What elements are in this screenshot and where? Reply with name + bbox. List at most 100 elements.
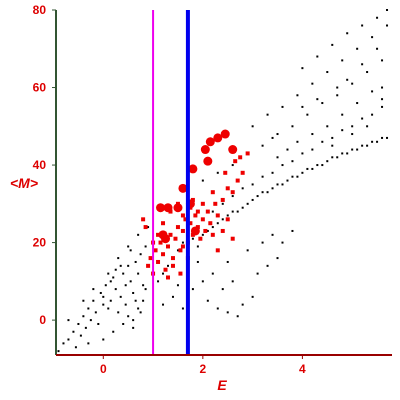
data-point-black — [256, 272, 259, 275]
data-point-black — [326, 125, 329, 128]
data-point-black — [276, 156, 279, 159]
data-point-red — [230, 190, 235, 195]
data-point-black — [124, 284, 127, 287]
data-point-red — [220, 228, 225, 233]
data-point-black — [281, 241, 284, 244]
data-point-red — [223, 170, 228, 175]
data-point-red — [168, 209, 173, 214]
data-point-red — [168, 232, 173, 237]
data-point-black — [281, 183, 284, 186]
data-point-black — [147, 226, 150, 229]
x-tick-label: 0 — [100, 362, 107, 376]
data-point-black — [361, 63, 364, 66]
data-point-black — [231, 280, 234, 283]
data-point-black — [134, 260, 137, 263]
data-point-black — [176, 249, 179, 252]
data-point-black — [371, 90, 374, 93]
data-point-black — [79, 334, 82, 337]
data-point-black — [132, 326, 135, 329]
data-point-red — [208, 221, 213, 226]
data-point-red — [190, 197, 195, 202]
data-point-black — [336, 86, 339, 89]
data-point-black — [356, 102, 359, 105]
data-point-red — [170, 256, 175, 261]
data-point-red — [153, 248, 158, 253]
data-point-black — [341, 129, 344, 132]
data-point-black — [301, 67, 304, 70]
data-point-black — [191, 288, 194, 291]
data-point-black — [371, 36, 374, 39]
data-point-black — [341, 152, 344, 155]
data-point-black — [221, 202, 224, 205]
data-point-black — [67, 319, 70, 322]
data-point-red — [193, 213, 198, 218]
data-point-red — [240, 170, 245, 175]
data-point-red-large — [163, 203, 173, 213]
data-point-black — [251, 125, 254, 128]
data-point-black — [176, 284, 179, 287]
data-point-black — [122, 322, 125, 325]
data-point-red-large — [161, 234, 171, 244]
data-point-black — [251, 198, 254, 201]
y-tick-label: 80 — [33, 3, 47, 17]
data-point-black — [236, 315, 239, 318]
data-point-black — [157, 280, 160, 283]
reference-lines-layer — [152, 10, 190, 355]
data-point-black — [191, 237, 194, 240]
data-point-red-large — [156, 203, 166, 213]
data-point-black — [306, 113, 309, 116]
data-point-red — [233, 159, 238, 164]
data-point-black — [114, 288, 117, 291]
data-point-black — [311, 133, 314, 136]
data-point-black — [139, 253, 142, 256]
data-point-black — [316, 98, 319, 101]
data-point-red — [161, 252, 166, 257]
data-point-black — [102, 295, 105, 298]
data-point-black — [366, 71, 369, 74]
data-point-red — [215, 213, 220, 218]
data-point-black — [127, 264, 130, 267]
data-point-black — [87, 307, 90, 310]
data-point-black — [236, 210, 239, 213]
x-tick-label: 4 — [299, 362, 306, 376]
data-point-black — [346, 78, 349, 81]
data-point-red — [178, 248, 183, 253]
data-point-black — [211, 210, 214, 213]
data-point-black — [102, 338, 105, 341]
data-point-black — [102, 303, 105, 306]
data-point-black — [341, 59, 344, 62]
data-point-red — [203, 228, 208, 233]
data-point-black — [89, 319, 92, 322]
data-point-black — [291, 125, 294, 128]
data-point-black — [221, 218, 224, 221]
data-point-red — [183, 217, 188, 222]
data-point-black — [74, 346, 77, 349]
data-point-black — [127, 315, 130, 318]
data-point-red — [146, 263, 151, 268]
data-point-black — [114, 268, 117, 271]
data-point-black — [331, 136, 334, 139]
data-point-black — [296, 94, 299, 97]
data-point-black — [351, 148, 354, 151]
data-point-black — [316, 164, 319, 167]
data-point-black — [266, 191, 269, 194]
data-point-black — [82, 315, 85, 318]
data-point-black — [346, 32, 349, 35]
data-point-black — [381, 98, 384, 101]
data-point-black — [129, 249, 132, 252]
data-point-red — [158, 240, 163, 245]
data-point-black — [266, 113, 269, 116]
data-point-red — [156, 232, 161, 237]
data-point-black — [117, 257, 120, 260]
data-point-black — [137, 272, 140, 275]
data-point-black — [201, 179, 204, 182]
data-point-black — [321, 164, 324, 167]
data-point-black — [281, 164, 284, 167]
data-point-black — [211, 272, 214, 275]
data-point-black — [226, 311, 229, 314]
data-point-black — [104, 284, 107, 287]
data-point-black — [271, 136, 274, 139]
data-point-black — [291, 229, 294, 232]
data-point-black — [221, 288, 224, 291]
data-point-black — [331, 156, 334, 159]
